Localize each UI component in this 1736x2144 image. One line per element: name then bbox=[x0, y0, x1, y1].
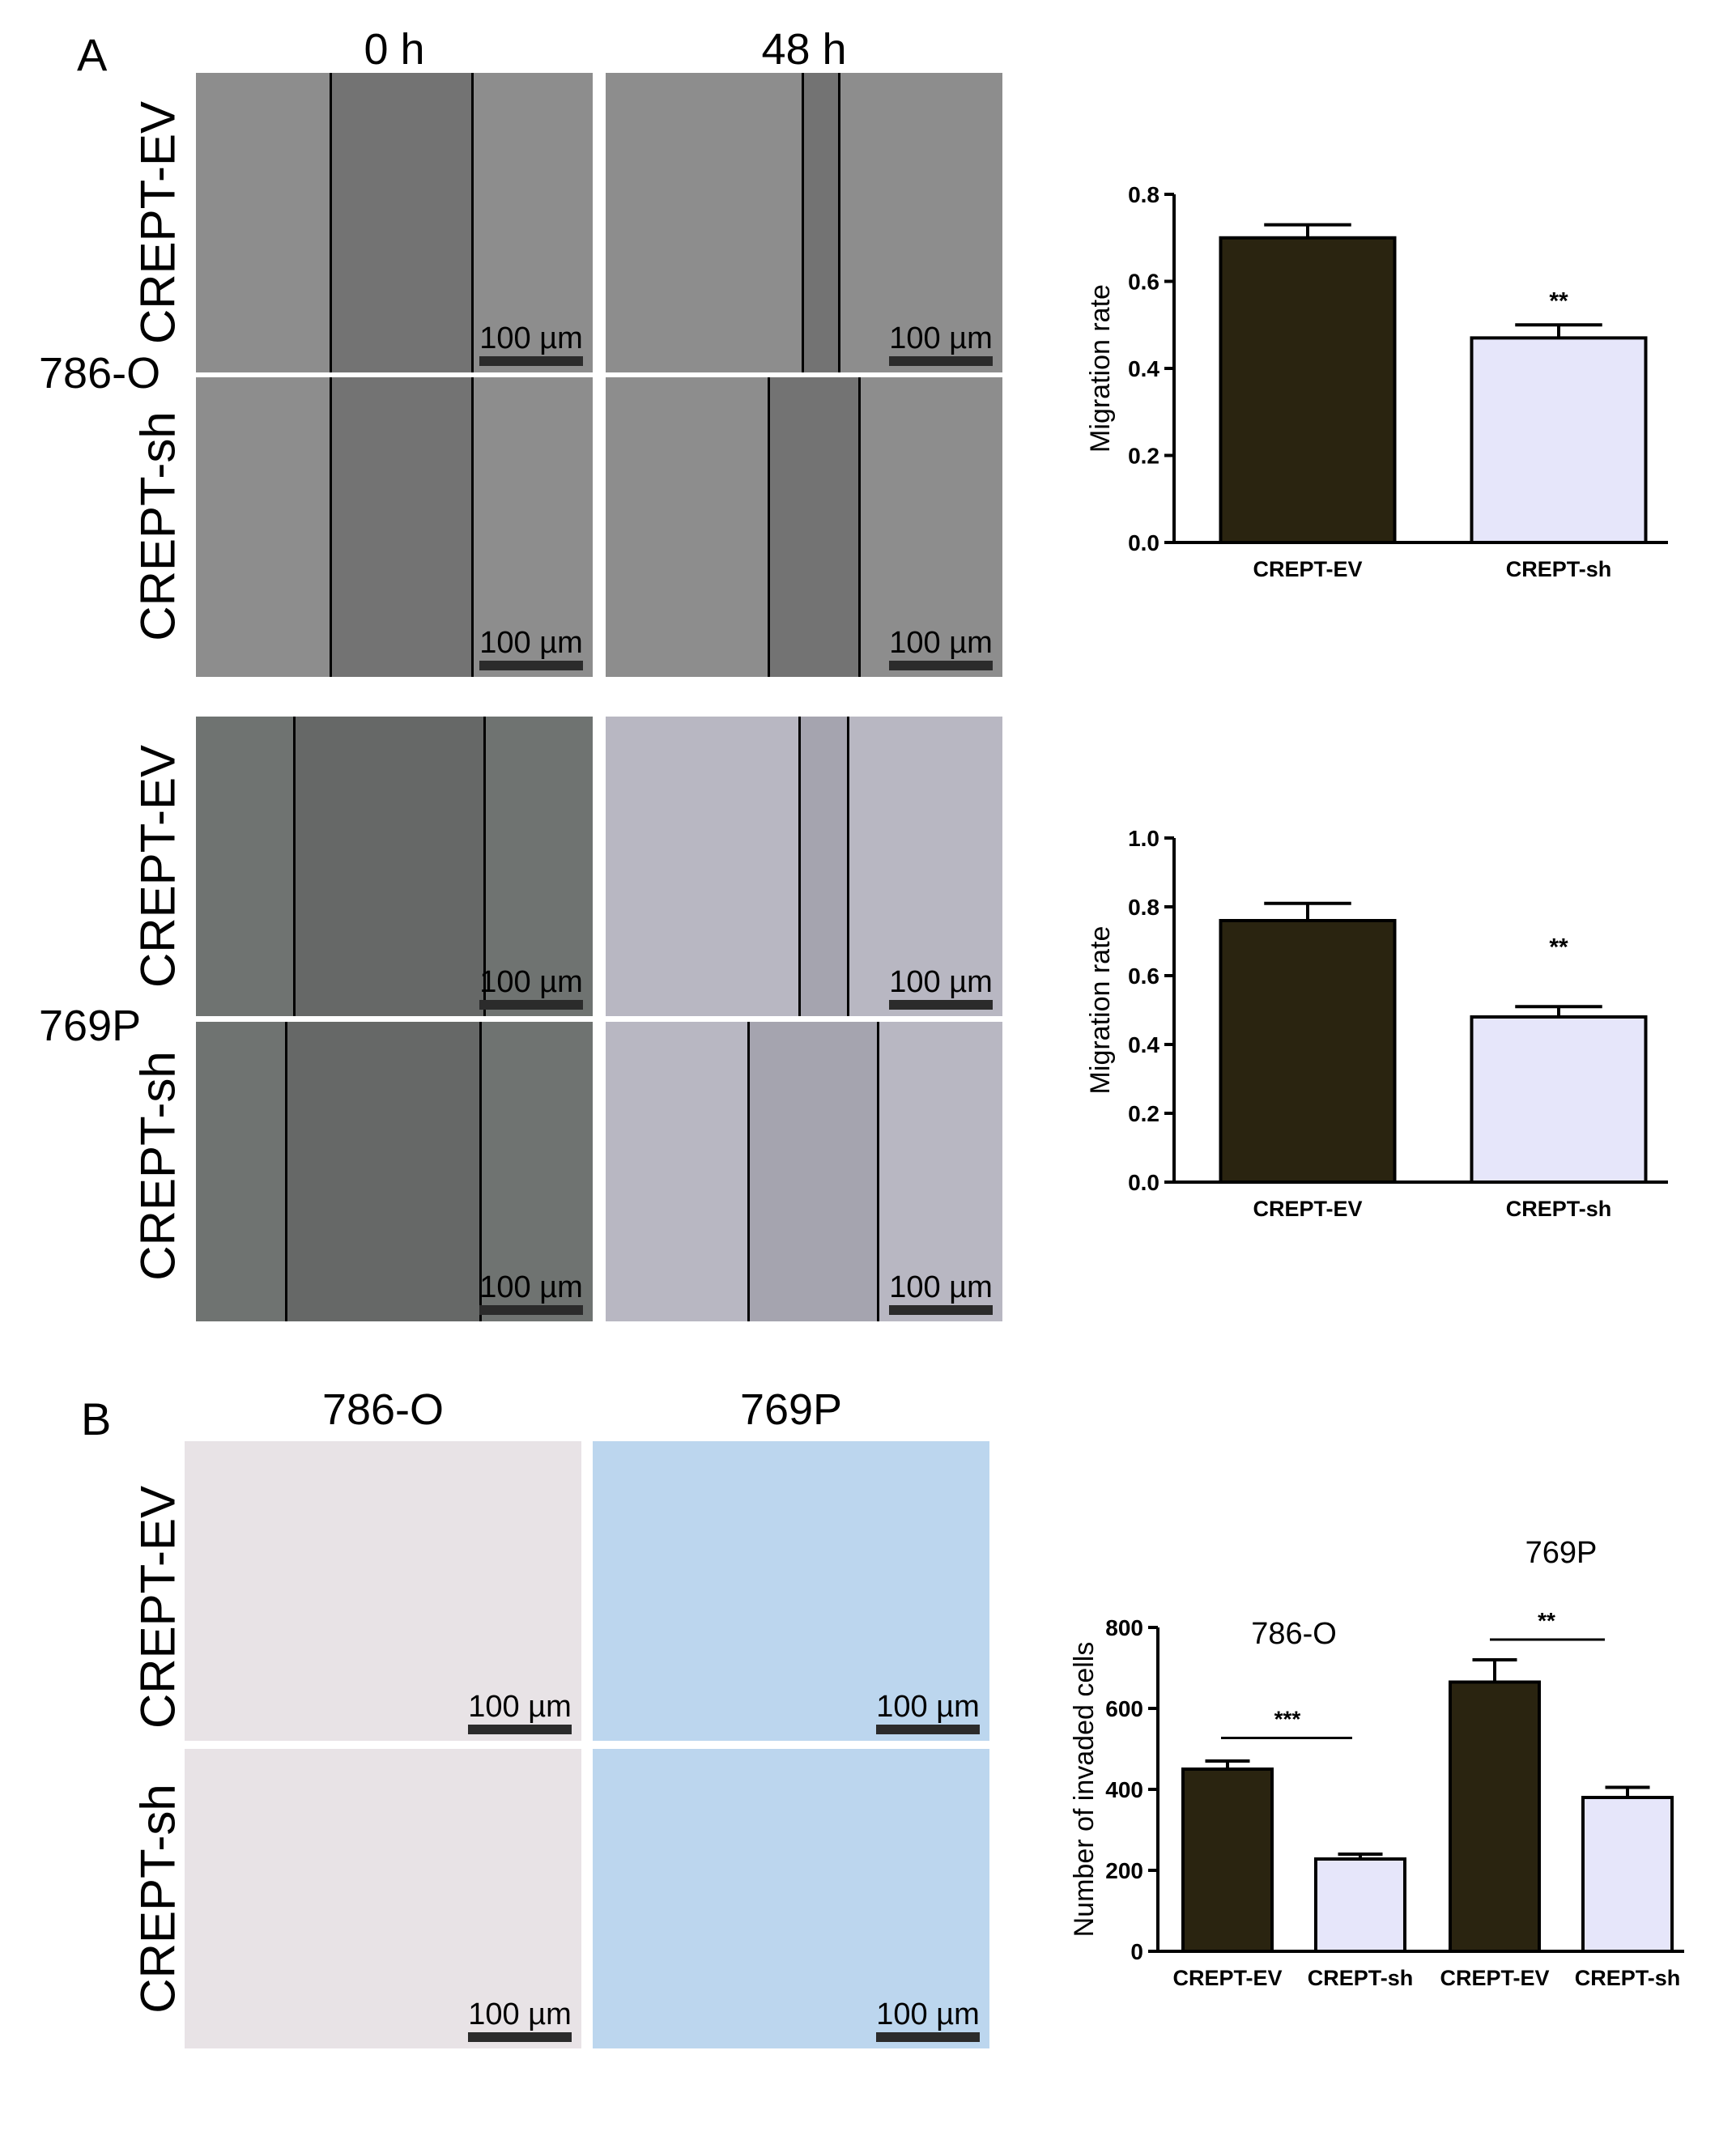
wound-edge-line bbox=[285, 1022, 287, 1321]
micrograph-7860-ev-0h: 100 µm bbox=[196, 73, 593, 372]
wound-edge-line bbox=[471, 377, 474, 677]
y-tick-label: 600 bbox=[1105, 1696, 1143, 1721]
cell-line-label-769p: 769P bbox=[39, 1002, 142, 1050]
y-tick-label: 0.4 bbox=[1128, 356, 1159, 381]
scale-bar: 100 µm bbox=[479, 322, 583, 366]
x-tick-label: CREPT-sh bbox=[1575, 1966, 1681, 1990]
micrograph-7860-ev-48h: 100 µm bbox=[606, 73, 1002, 372]
scale-bar: 100 µm bbox=[876, 1691, 980, 1734]
bar-crept-ev bbox=[1449, 1680, 1541, 1953]
row-label-769p-sh: CREPT-sh bbox=[130, 1051, 185, 1281]
wound-edge-line bbox=[747, 1022, 750, 1321]
scale-bar: 100 µm bbox=[468, 1691, 572, 1734]
x-tick-label: CREPT-EV bbox=[1440, 1966, 1549, 1990]
wound-edge-line bbox=[802, 73, 804, 372]
scale-bar: 100 µm bbox=[889, 322, 993, 366]
scale-bar: 100 µm bbox=[889, 627, 993, 670]
transwell-7860-sh: 100 µm bbox=[185, 1749, 581, 2048]
migration-rate-chart-7860: 0.0 0.2 0.4 0.6 0.8 Migration rate CREPT-EV CRE… bbox=[1085, 182, 1668, 581]
micrograph-769p-ev-48h: 100 µm bbox=[606, 717, 1002, 1016]
micrograph-7860-sh-0h: 100 µm bbox=[196, 377, 593, 677]
scale-bar: 100 µm bbox=[479, 1271, 583, 1315]
scale-bar: 100 µm bbox=[876, 1998, 980, 2042]
panel-b-letter: B bbox=[81, 1393, 112, 1444]
wound-edge-line bbox=[798, 717, 801, 1016]
y-tick-label: 0.2 bbox=[1128, 444, 1159, 469]
bar-crept-ev bbox=[1219, 236, 1397, 544]
wound-edge-line bbox=[471, 73, 474, 372]
migration-rate-chart-769p: 0.0 0.2 0.4 0.6 0.8 1.0 Migration rate CREPT-EV… bbox=[1085, 826, 1668, 1221]
wound-edge-line bbox=[479, 1022, 482, 1321]
y-tick-label: 0.6 bbox=[1128, 270, 1159, 295]
bar-crept-ev bbox=[1181, 1768, 1274, 1953]
panel-a-col-48h: 48 h bbox=[761, 25, 847, 74]
wound-edge-line bbox=[768, 377, 770, 677]
bar-crept-sh bbox=[1314, 1857, 1406, 1953]
bar-crept-ev bbox=[1219, 919, 1397, 1184]
row-label-7860-ev: CREPT-EV bbox=[130, 100, 185, 345]
y-tick-label: 0.0 bbox=[1128, 530, 1159, 555]
wound-edge-line bbox=[330, 73, 332, 372]
significance-label: ** bbox=[1549, 934, 1568, 961]
wound-edge-line bbox=[847, 717, 849, 1016]
y-tick-label: 1.0 bbox=[1128, 826, 1159, 851]
significance-label: ** bbox=[1538, 1608, 1555, 1633]
y-tick-label: 400 bbox=[1105, 1777, 1143, 1802]
bar-crept-sh bbox=[1470, 336, 1648, 544]
y-axis-label: Migration rate bbox=[1085, 284, 1116, 453]
panel-b-col-769p: 769P bbox=[739, 1385, 843, 1434]
bar-crept-sh bbox=[1470, 1015, 1648, 1184]
wound-edge-line bbox=[877, 1022, 879, 1321]
y-axis-label: Migration rate bbox=[1085, 926, 1116, 1095]
row-label-b-ev: CREPT-EV bbox=[130, 1485, 185, 1729]
micrograph-769p-sh-0h: 100 µm bbox=[196, 1022, 593, 1321]
bar-crept-sh bbox=[1581, 1796, 1674, 1953]
transwell-769p-sh: 100 µm bbox=[593, 1749, 989, 2048]
wound-edge-line bbox=[293, 717, 296, 1016]
wound-edge-line bbox=[483, 717, 486, 1016]
x-tick-label: CREPT-sh bbox=[1308, 1966, 1414, 1990]
row-label-7860-sh: CREPT-sh bbox=[130, 411, 185, 641]
x-tick-label: CREPT-EV bbox=[1172, 1966, 1282, 1990]
scale-bar: 100 µm bbox=[479, 966, 583, 1010]
wound-edge-line bbox=[838, 73, 840, 372]
micrograph-769p-ev-0h: 100 µm bbox=[196, 717, 593, 1016]
x-tick-label: CREPT-sh bbox=[1506, 557, 1612, 581]
x-tick-label: CREPT-EV bbox=[1253, 1197, 1362, 1221]
scale-bar: 100 µm bbox=[889, 1271, 993, 1315]
y-tick-label: 0.4 bbox=[1128, 1032, 1159, 1057]
significance-label: ** bbox=[1549, 287, 1568, 314]
y-tick-label: 0.2 bbox=[1128, 1101, 1159, 1126]
y-tick-label: 0.0 bbox=[1128, 1170, 1159, 1195]
y-tick-label: 800 bbox=[1105, 1615, 1143, 1640]
y-tick-label: 0 bbox=[1130, 1939, 1143, 1964]
y-tick-label: 0.8 bbox=[1128, 895, 1159, 920]
group-label-769p: 769P bbox=[1525, 1536, 1598, 1570]
y-tick-label: 0.8 bbox=[1128, 182, 1159, 207]
micrograph-769p-sh-48h: 100 µm bbox=[606, 1022, 1002, 1321]
cell-line-label-7860: 786-O bbox=[39, 349, 161, 398]
scale-bar: 100 µm bbox=[468, 1998, 572, 2042]
x-tick-label: CREPT-EV bbox=[1253, 557, 1362, 581]
wound-edge-line bbox=[858, 377, 861, 677]
panel-b-col-7860: 786-O bbox=[321, 1385, 445, 1434]
scale-bar: 100 µm bbox=[889, 966, 993, 1010]
y-tick-label: 200 bbox=[1105, 1858, 1143, 1883]
row-label-769p-ev: CREPT-EV bbox=[130, 744, 185, 989]
panel-a-col-0h: 0 h bbox=[364, 25, 425, 74]
wound-edge-line bbox=[330, 377, 332, 677]
y-axis-label: Number of invaded cells bbox=[1069, 1642, 1100, 1938]
panel-a-letter: A bbox=[77, 29, 108, 80]
transwell-769p-ev: 100 µm bbox=[593, 1441, 989, 1741]
group-label-7860: 786-O bbox=[1251, 1617, 1337, 1651]
significance-label: *** bbox=[1274, 1707, 1301, 1732]
scale-bar: 100 µm bbox=[479, 627, 583, 670]
micrograph-7860-sh-48h: 100 µm bbox=[606, 377, 1002, 677]
y-tick-label: 0.6 bbox=[1128, 964, 1159, 989]
row-label-b-sh: CREPT-sh bbox=[130, 1784, 185, 2014]
transwell-7860-ev: 100 µm bbox=[185, 1441, 581, 1741]
x-tick-label: CREPT-sh bbox=[1506, 1197, 1612, 1221]
